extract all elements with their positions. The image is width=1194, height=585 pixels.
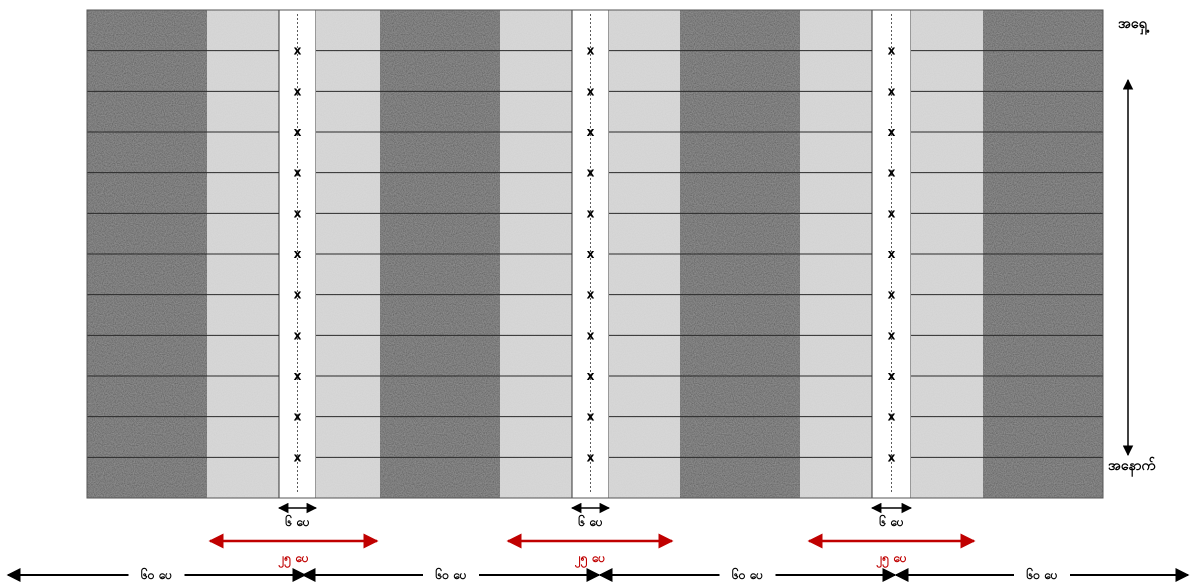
row-marker: x [587,166,595,180]
bed-width-label: ၂၅ ပေ [574,551,605,569]
row-marker: x [888,125,896,139]
row-marker: x [587,369,595,383]
row-marker: x [294,369,302,383]
dimension-annotations: ၆ ပေ ၆ ပေ ၆ ပေ၂၅ ပေ ၂၅ ပေ ၂၅ ပေ၆၀ ပေ ၆၀ ပေ ၆၀ … [6,502,1190,582]
row-marker: x [294,410,302,424]
row-marker: x [294,450,302,464]
row-marker: x [888,450,896,464]
outer-width-label: ၆၀ ပေ [1025,566,1057,582]
row-marker: x [888,410,896,424]
row-marker: x [888,166,896,180]
row-marker: x [294,125,302,139]
row-marker: x [888,84,896,98]
row-markers: x x x x x x x x x x x x x x x x x x x x x x x x x x x x x x x x x [294,14,896,492]
bed-width-label: ၂၅ ပေ [875,551,906,569]
row-marker: x [587,247,595,261]
row-marker: x [587,410,595,424]
north-label: အရှေ့ [1118,16,1150,35]
row-marker: x [888,44,896,58]
row-marker: x [587,450,595,464]
row-marker: x [587,206,595,220]
row-marker: x [294,288,302,302]
row-marker: x [888,247,896,261]
path-width-label: ၆ ပေ [878,513,903,529]
row-marker: x [888,369,896,383]
row-marker: x [294,166,302,180]
outer-width-label: ၆၀ ပေ [731,566,763,582]
row-marker: x [587,84,595,98]
row-marker: x [294,206,302,220]
outer-width-label: ၆၀ ပေ [434,566,466,582]
row-grid-lines [87,50,1103,458]
row-marker: x [587,125,595,139]
row-marker: x [888,206,896,220]
row-marker: x [294,44,302,58]
outer-width-label: ၆၀ ပေ [140,566,172,582]
row-marker: x [888,328,896,342]
row-marker: x [587,44,595,58]
row-marker: x [587,328,595,342]
path-width-label: ၆ ပေ [577,513,602,529]
row-marker: x [294,84,302,98]
row-marker: x [294,247,302,261]
field-border [86,9,1104,499]
row-marker: x [587,288,595,302]
path-width-label: ၆ ပေ [284,513,309,529]
bed-width-label: ၂၅ ပေ [277,551,308,569]
row-marker: x [294,328,302,342]
south-label: အနောက် [1108,457,1156,477]
row-marker: x [888,288,896,302]
